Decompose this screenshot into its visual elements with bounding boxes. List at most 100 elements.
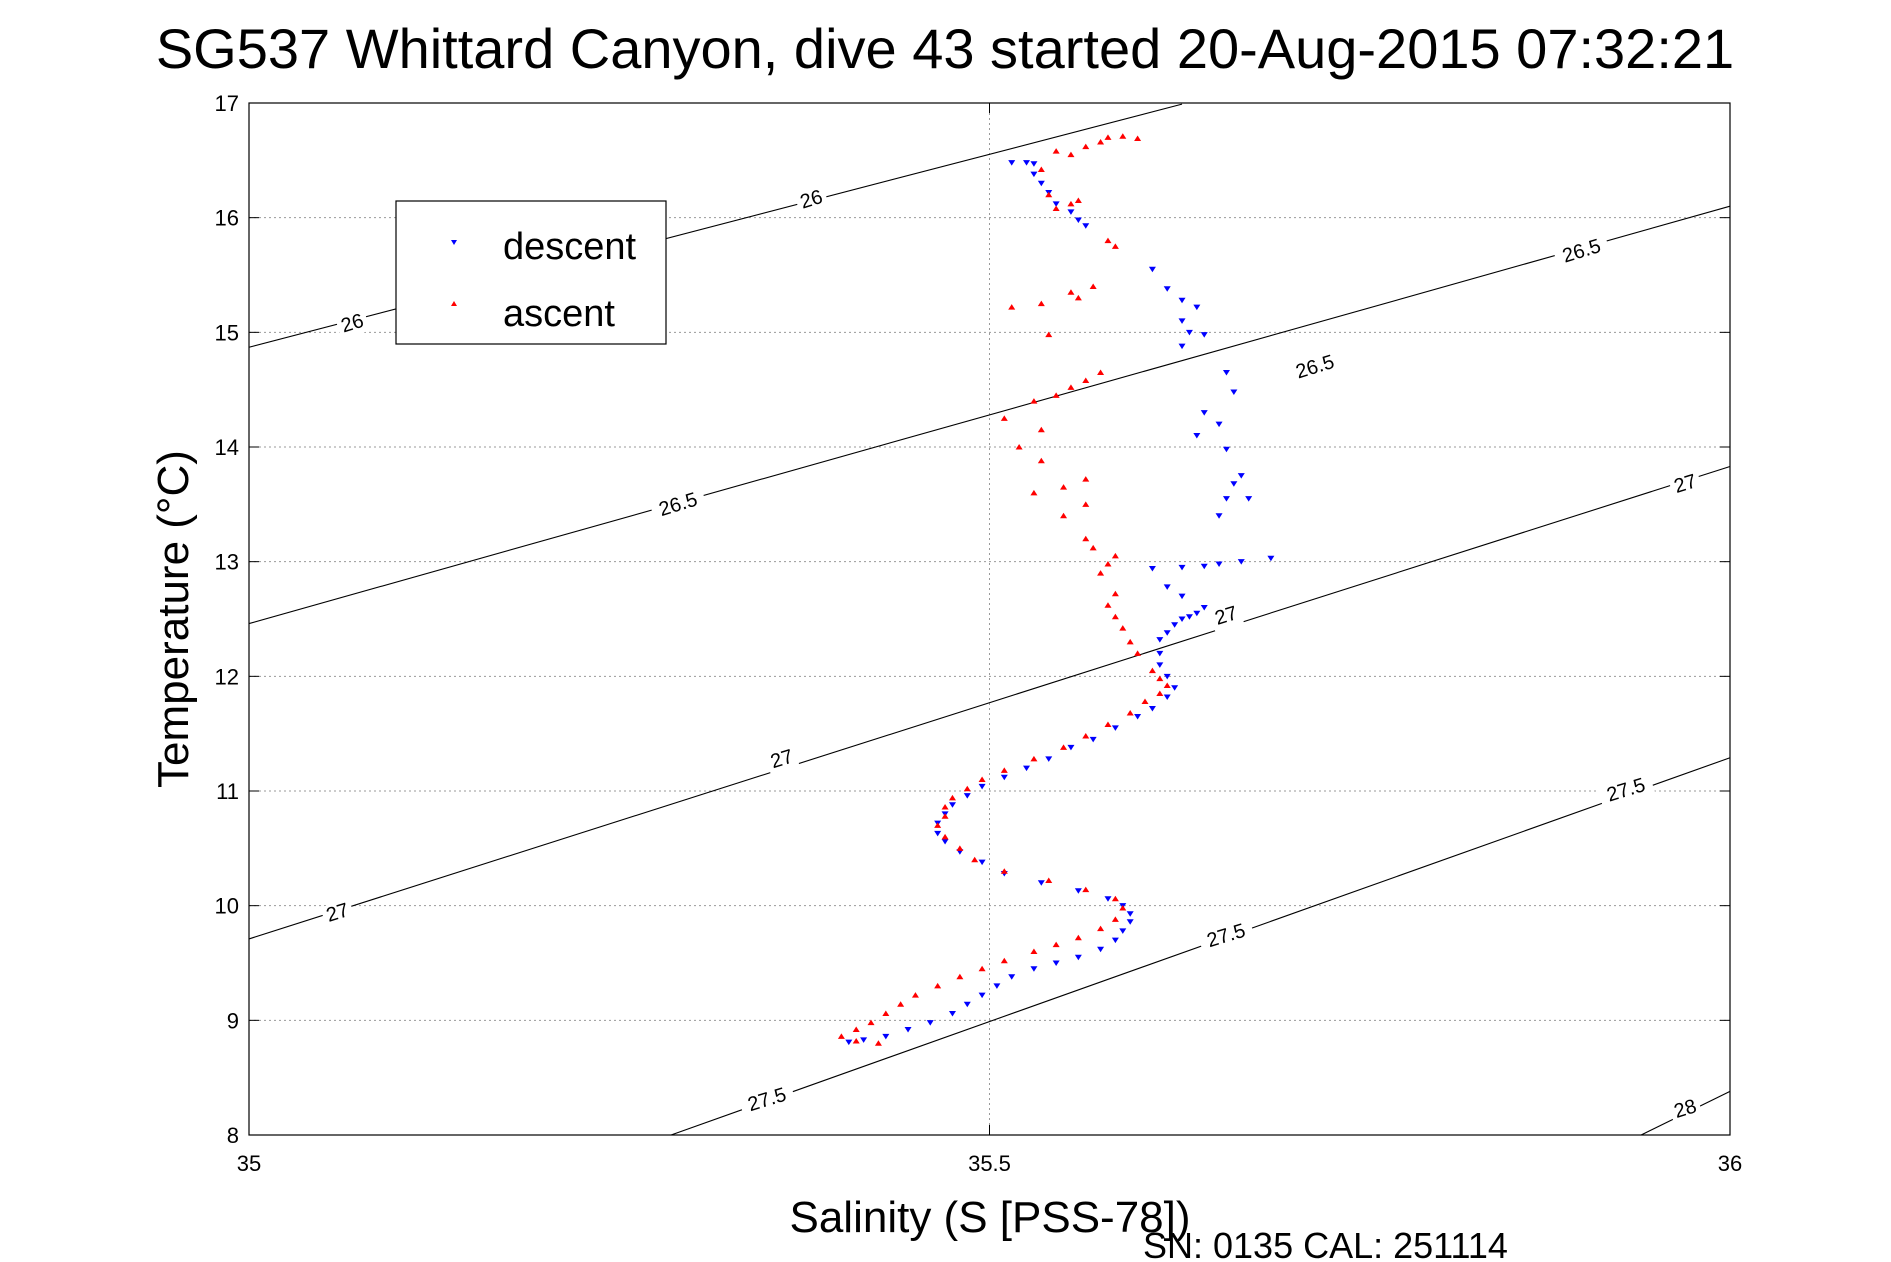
isopycnal-label-bg-11 bbox=[1597, 772, 1656, 810]
descent-point-88 bbox=[845, 1039, 853, 1046]
isopycnal-label-3: 26.5 bbox=[1560, 235, 1604, 267]
descent-point-48 bbox=[1163, 694, 1171, 700]
descent-point-84 bbox=[926, 1020, 934, 1026]
ascent-point-38 bbox=[1097, 570, 1105, 576]
y-tick-label-0: 8 bbox=[227, 1123, 239, 1148]
descent-point-65 bbox=[978, 859, 986, 866]
isopycnal-label-2: 26.5 bbox=[1293, 351, 1337, 383]
isopycnal-label-bg-6 bbox=[1668, 469, 1704, 500]
ascent-point-19 bbox=[1045, 331, 1053, 338]
ascent-point-55 bbox=[1000, 767, 1008, 773]
ascent-point-68 bbox=[1111, 895, 1119, 902]
isopycnal-label-bg-1 bbox=[335, 309, 371, 340]
legend-box bbox=[395, 200, 667, 345]
descent-point-4 bbox=[1037, 180, 1045, 187]
ascent-point-7 bbox=[1037, 166, 1045, 173]
ascent-point-13 bbox=[1111, 243, 1119, 249]
ascent-point-8 bbox=[1045, 191, 1053, 198]
descent-point-49 bbox=[1148, 705, 1156, 712]
ascent-point-44 bbox=[1134, 650, 1142, 656]
descent-point-16 bbox=[1200, 332, 1208, 338]
descent-point-26 bbox=[1222, 496, 1230, 502]
ascent-point-43 bbox=[1126, 638, 1134, 645]
isopycnal-line-0 bbox=[248, 103, 1183, 348]
ascent-point-86 bbox=[874, 1040, 882, 1046]
ascent-point-39 bbox=[1111, 590, 1119, 597]
ascent-point-57 bbox=[963, 785, 971, 792]
ascent-point-17 bbox=[1037, 300, 1045, 307]
descent-point-56 bbox=[1000, 774, 1008, 781]
ascent-point-6 bbox=[1067, 151, 1075, 158]
descent-point-12 bbox=[1178, 297, 1186, 304]
ascent-point-47 bbox=[1163, 682, 1171, 689]
y-axis-label: Temperature (°C) bbox=[149, 450, 198, 788]
descent-point-54 bbox=[1045, 756, 1053, 762]
descent-point-40 bbox=[1178, 616, 1186, 622]
ascent-point-23 bbox=[1052, 392, 1060, 398]
descent-point-14 bbox=[1178, 318, 1186, 324]
isopycnal-label-bg-8 bbox=[320, 898, 356, 929]
descent-point-42 bbox=[1163, 630, 1171, 636]
ascent-point-53 bbox=[1060, 744, 1068, 750]
ascent-point-35 bbox=[1089, 544, 1097, 551]
ascent-point-70 bbox=[1111, 916, 1119, 922]
descent-point-62 bbox=[934, 830, 942, 837]
ascent-point-63 bbox=[956, 845, 964, 851]
descent-point-43 bbox=[1156, 637, 1164, 643]
descent-point-78 bbox=[1030, 966, 1038, 972]
descent-point-83 bbox=[948, 1010, 956, 1017]
ascent-point-54 bbox=[1030, 755, 1038, 762]
descent-point-87 bbox=[860, 1037, 868, 1043]
ascent-point-51 bbox=[1104, 721, 1112, 727]
y-tick-label-7: 15 bbox=[215, 320, 239, 345]
descent-point-47 bbox=[1171, 685, 1179, 691]
descent-point-67 bbox=[1037, 880, 1045, 886]
ascent-point-26 bbox=[1037, 426, 1045, 433]
descent-point-53 bbox=[1067, 744, 1075, 751]
ascent-point-29 bbox=[1082, 476, 1090, 482]
ascent-point-30 bbox=[1060, 484, 1068, 490]
isopycnal-line-2 bbox=[248, 465, 1731, 940]
ascent-point-4 bbox=[1082, 143, 1090, 150]
descent-point-15 bbox=[1185, 329, 1193, 336]
isopycnal-label-bg-3 bbox=[1552, 233, 1611, 271]
isopycnal-label-9: 27.5 bbox=[1204, 920, 1248, 952]
descent-point-32 bbox=[1200, 563, 1208, 570]
isopycnal-label-4: 26.5 bbox=[656, 489, 700, 521]
ascent-point-9 bbox=[1067, 200, 1075, 207]
descent-point-8 bbox=[1074, 217, 1082, 223]
ascent-point-33 bbox=[1060, 512, 1068, 519]
descent-point-85 bbox=[904, 1027, 912, 1033]
descent-point-77 bbox=[1052, 960, 1060, 966]
ascent-point-56 bbox=[978, 776, 986, 783]
ascent-point-21 bbox=[1082, 377, 1090, 383]
legend-descent-marker bbox=[451, 240, 457, 245]
y-tick-label-9: 17 bbox=[215, 91, 239, 116]
descent-point-79 bbox=[1008, 974, 1016, 980]
ascent-point-52 bbox=[1082, 732, 1090, 739]
descent-point-1 bbox=[1023, 160, 1031, 166]
descent-point-72 bbox=[1126, 919, 1134, 925]
descent-point-23 bbox=[1222, 446, 1230, 453]
axis-ticks: 35 35.5 36 8 9 10 11 12 13 14 15 16 17 bbox=[215, 91, 1743, 1176]
descent-point-39 bbox=[1185, 614, 1193, 620]
ascent-point-40 bbox=[1104, 602, 1112, 608]
descent-point-52 bbox=[1089, 736, 1097, 743]
descent-point-30 bbox=[1237, 559, 1245, 565]
ascent-point-80 bbox=[897, 1001, 905, 1007]
ascent-point-58 bbox=[948, 794, 956, 801]
ascent-point-20 bbox=[1097, 369, 1105, 375]
ascent-point-41 bbox=[1111, 613, 1119, 620]
ascent-point-10 bbox=[1074, 197, 1082, 203]
isopycnal-label-bg-5 bbox=[1208, 601, 1245, 632]
descent-point-51 bbox=[1111, 725, 1119, 731]
ascent-point-67 bbox=[1082, 886, 1090, 893]
ascent-point-61 bbox=[934, 822, 942, 828]
chart-title: SG537 Whittard Canyon, dive 43 started 2… bbox=[156, 17, 1734, 80]
ascent-point-3 bbox=[1097, 138, 1105, 145]
ascent-point-45 bbox=[1148, 667, 1156, 674]
descent-point-58 bbox=[963, 793, 971, 799]
descent-point-2 bbox=[1030, 161, 1038, 167]
ascent-point-32 bbox=[1082, 501, 1090, 507]
